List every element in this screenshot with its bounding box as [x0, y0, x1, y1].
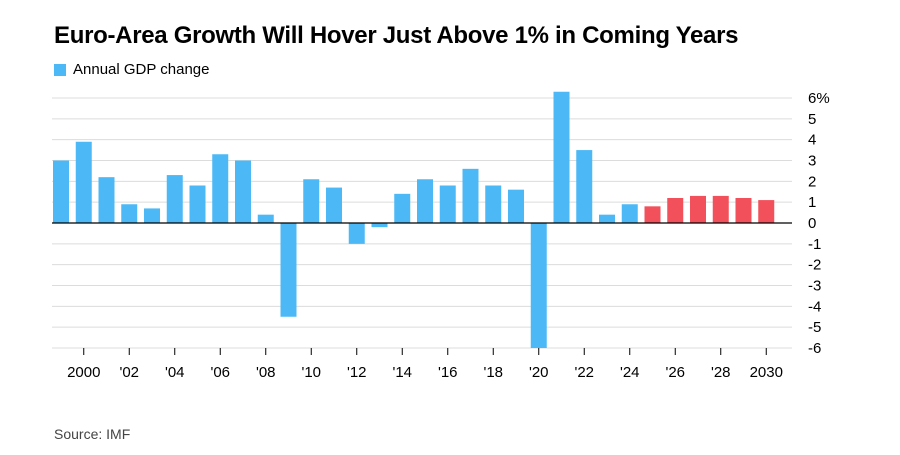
- bar-2030: [758, 200, 775, 223]
- bar-2010: [303, 179, 320, 223]
- chart-title: Euro-Area Growth Will Hover Just Above 1…: [54, 22, 739, 49]
- bar-2014: [394, 193, 411, 223]
- bar-2026: [667, 198, 684, 223]
- x-tick-label: '26: [665, 364, 685, 381]
- bar-2029: [735, 198, 752, 223]
- legend-label: Annual GDP change: [73, 61, 210, 78]
- bar-2018: [485, 185, 502, 223]
- bar-2023: [599, 214, 615, 223]
- y-axis-ticks: 6% 5 4 3 2 1 0 -1 -2 -3 -4 -5 -6: [808, 90, 830, 357]
- y-tick-label: 2: [808, 173, 816, 190]
- bar-2028: [712, 195, 729, 223]
- x-tick-label: '16: [438, 364, 458, 381]
- x-axis-ticks: 2000 '02 '04 '06 '08 '10 '12 '14 '16 '18 '20 '22 '24…: [67, 348, 783, 381]
- x-tick-label: '18: [483, 364, 503, 381]
- y-tick-label: 4: [808, 132, 816, 149]
- source-note: Source: IMF: [54, 426, 131, 442]
- bar-2003: [144, 208, 160, 223]
- y-tick-label: -6: [808, 340, 821, 357]
- bar-2009: [280, 223, 297, 317]
- y-tick-label: 3: [808, 153, 816, 170]
- legend-swatch: [54, 63, 66, 76]
- bar-2022: [576, 150, 593, 223]
- y-tick-label: -2: [808, 257, 821, 274]
- x-tick-label: '10: [301, 364, 321, 381]
- x-tick-label: '28: [711, 364, 731, 381]
- x-tick-label: '06: [210, 364, 230, 381]
- bar-2006: [212, 154, 229, 223]
- x-tick-label: '04: [165, 364, 185, 381]
- bar-2021: [553, 91, 570, 223]
- bar-2016: [439, 185, 456, 223]
- x-tick-label: '22: [574, 364, 594, 381]
- bar-2004: [166, 175, 183, 223]
- y-tick-label: 5: [808, 111, 816, 128]
- bar-2008: [257, 214, 274, 223]
- bar-2025: [644, 206, 661, 223]
- y-tick-label: -1: [808, 236, 821, 253]
- bars: [53, 91, 775, 348]
- x-tick-label: 2030: [750, 364, 783, 381]
- bar-2017: [462, 168, 479, 223]
- legend: Annual GDP change: [54, 61, 210, 78]
- x-tick-label: '24: [620, 364, 640, 381]
- y-tick-label: 1: [808, 194, 816, 211]
- y-tick-label: 0: [808, 215, 816, 232]
- bar-2001: [98, 177, 115, 223]
- bar-2005: [189, 185, 206, 223]
- y-tick-label: 6%: [808, 90, 830, 107]
- bar-2027: [690, 195, 706, 223]
- x-tick-label: '20: [529, 364, 549, 381]
- bar-2000: [75, 141, 92, 223]
- bar-2007: [235, 160, 251, 223]
- bar-2013: [371, 223, 388, 228]
- x-tick-label: '08: [256, 364, 276, 381]
- bar-2019: [508, 189, 524, 223]
- bar-2002: [121, 204, 138, 223]
- x-tick-label: '02: [119, 364, 139, 381]
- bar-2011: [326, 187, 342, 223]
- x-tick-label: '12: [347, 364, 367, 381]
- y-tick-label: -3: [808, 278, 821, 295]
- bar-2015: [417, 179, 433, 223]
- bar-1999: [53, 160, 69, 223]
- bar-2024: [621, 204, 638, 223]
- bar-2020: [530, 223, 547, 348]
- x-tick-label: 2000: [67, 364, 100, 381]
- y-tick-label: -5: [808, 319, 821, 336]
- bar-2012: [348, 223, 365, 244]
- y-tick-label: -4: [808, 298, 821, 315]
- gridlines: [52, 97, 792, 349]
- x-tick-label: '14: [392, 364, 412, 381]
